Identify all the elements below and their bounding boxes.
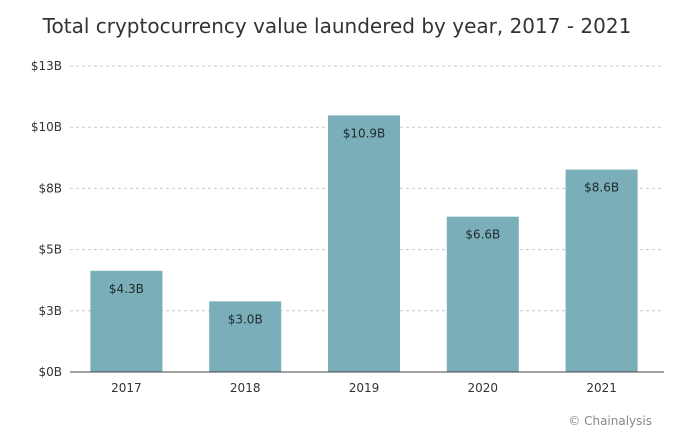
y-tick-label: $5B (38, 243, 62, 257)
data-labels: $4.3B $3.0B $10.9B $6.6B $8.6B (109, 126, 619, 326)
y-tick-label: $0B (38, 365, 62, 379)
data-label: $6.6B (465, 228, 500, 242)
data-label: $4.3B (109, 282, 144, 296)
bar (209, 301, 282, 372)
y-tick-label: $10B (31, 120, 62, 134)
data-label: $8.6B (584, 181, 619, 195)
y-tick-label: $3B (38, 304, 62, 318)
data-label: $3.0B (228, 312, 263, 326)
y-tick-label: $13B (31, 59, 62, 73)
data-label: $10.9B (343, 126, 386, 140)
x-tick-label: 2021 (586, 381, 617, 395)
x-tick-label: 2017 (111, 381, 142, 395)
y-tick-label: $8B (38, 181, 62, 195)
bar (328, 115, 400, 372)
x-tick-label: 2020 (468, 381, 499, 395)
bars (90, 115, 638, 372)
x-axis-ticks: 2017 2018 2019 2020 2021 (111, 381, 617, 395)
bar (565, 169, 638, 372)
x-tick-label: 2018 (230, 381, 261, 395)
y-axis-ticks: $0B $3B $5B $8B $10B $13B (31, 59, 62, 379)
source-credit: © Chainalysis (568, 414, 652, 428)
bar (446, 216, 519, 372)
bar (90, 270, 163, 372)
x-tick-label: 2019 (349, 381, 380, 395)
chart-title: Total cryptocurrency value laundered by … (42, 14, 632, 38)
